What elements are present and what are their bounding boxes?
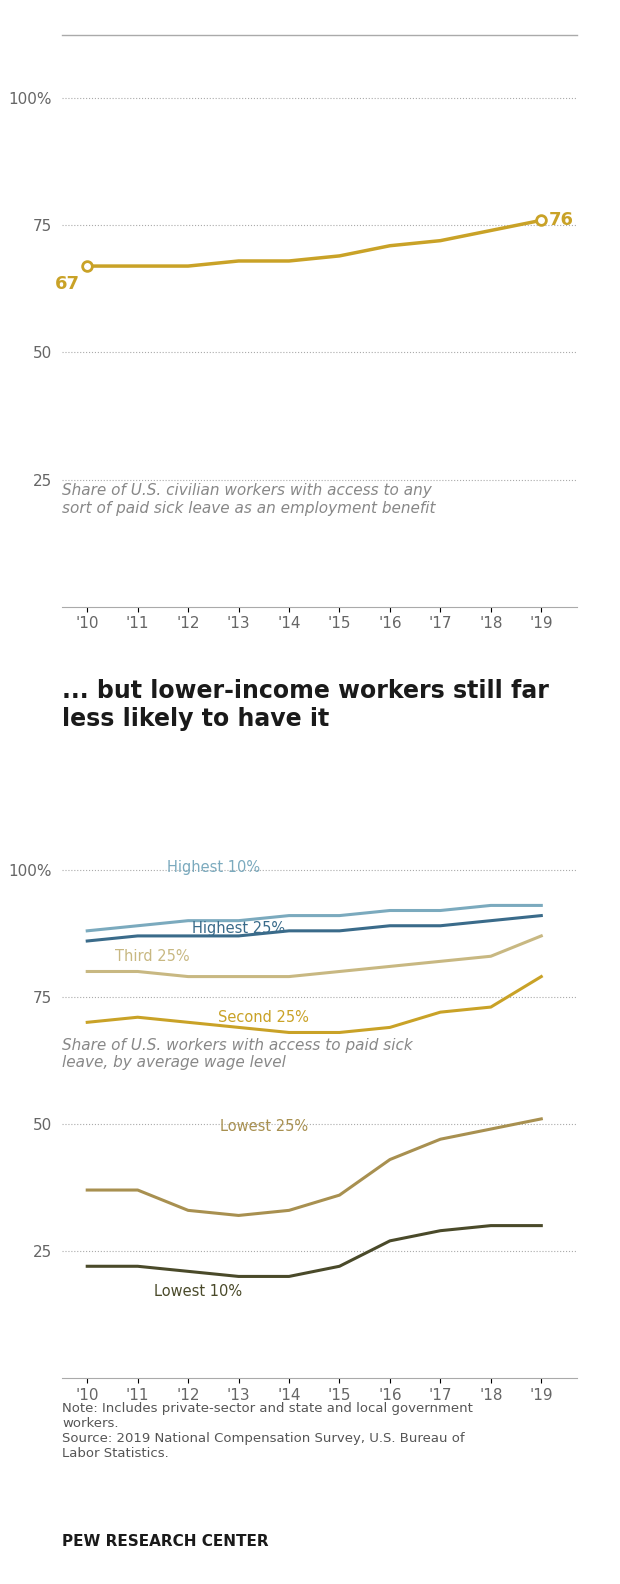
Text: PEW RESEARCH CENTER: PEW RESEARCH CENTER: [62, 1535, 268, 1549]
Text: Third 25%: Third 25%: [115, 949, 190, 963]
Text: Note: Includes private-sector and state and local government
workers.
Source: 20: Note: Includes private-sector and state …: [62, 1402, 473, 1460]
Text: 67: 67: [55, 276, 79, 293]
Text: Share of U.S. workers with access to paid sick
leave, by average wage level: Share of U.S. workers with access to pai…: [62, 1038, 413, 1069]
Text: Second 25%: Second 25%: [218, 1009, 309, 1025]
Text: Lowest 10%: Lowest 10%: [154, 1285, 242, 1299]
Text: 76: 76: [549, 211, 574, 230]
Text: Highest 25%: Highest 25%: [192, 920, 285, 936]
Text: Lowest 25%: Lowest 25%: [219, 1118, 308, 1134]
Text: Highest 10%: Highest 10%: [167, 860, 260, 874]
Text: Share of U.S. civilian workers with access to any
sort of paid sick leave as an : Share of U.S. civilian workers with acce…: [62, 483, 435, 515]
Text: ... but lower-income workers still far
less likely to have it: ... but lower-income workers still far l…: [62, 680, 549, 730]
